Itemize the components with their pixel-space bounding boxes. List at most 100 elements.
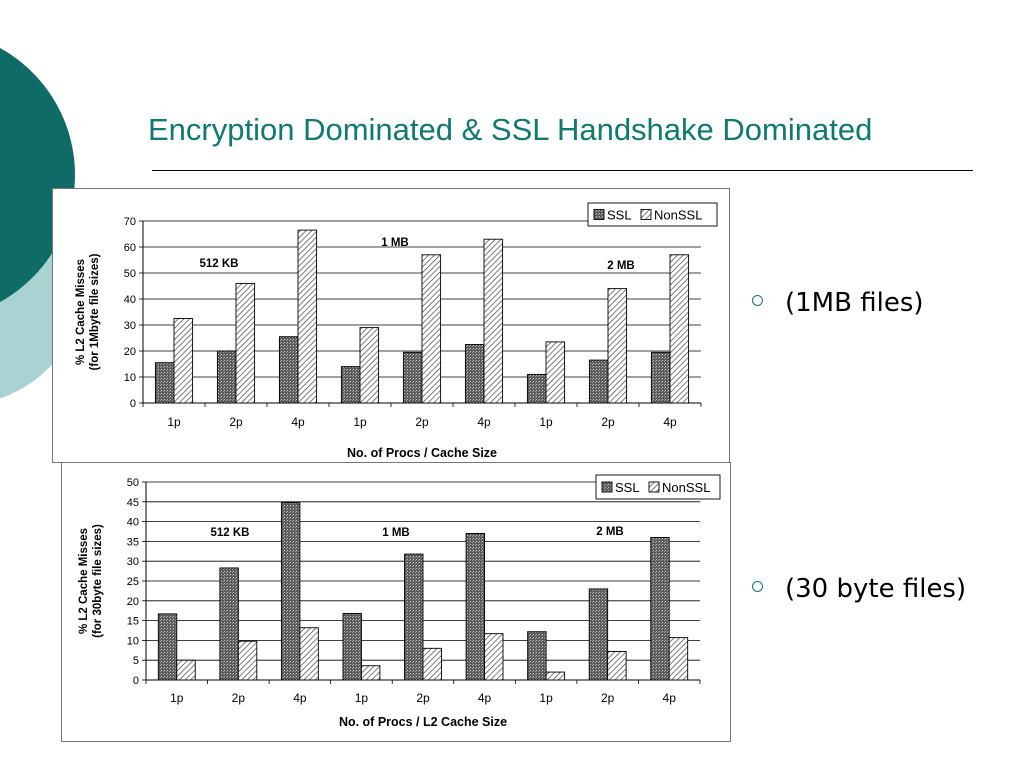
ssl-bar: [526, 373, 547, 404]
bullet-30byte-files: (30 byte files): [752, 574, 966, 604]
slide-title: Encryption Dominated & SSL Handshake Dom…: [148, 112, 873, 147]
group-label: 1 MB: [381, 237, 408, 249]
ssl-bar: [340, 366, 361, 404]
y-tick-label: 0: [133, 675, 139, 687]
x-category-label: 1p: [355, 691, 369, 705]
group-label: 512 KB: [211, 527, 250, 539]
x-category-label: 2p: [232, 691, 246, 705]
nonssl-bar: [607, 651, 627, 681]
nonssl-bar: [421, 254, 442, 404]
x-category-label: 4p: [293, 691, 307, 705]
nonssl-bar: [235, 282, 256, 404]
nonssl-bar: [668, 637, 689, 681]
x-category-label: 2p: [415, 415, 429, 429]
ssl-bar: [154, 362, 175, 404]
legend-box: [587, 202, 718, 227]
x-category-label: 2p: [416, 691, 430, 705]
x-category-label: 1p: [539, 415, 553, 429]
legend-label-ssl: SSL: [615, 480, 640, 495]
y-tick-label: 30: [124, 320, 136, 332]
y-axis-title: % L2 Cache Misses: [75, 259, 87, 365]
ssl-bar: [464, 344, 485, 404]
ssl-bar: [404, 553, 424, 681]
nonssl-bar: [173, 318, 194, 404]
bullet-text: (1MB files): [785, 288, 924, 318]
legend-label-nonssl: NonSSL: [654, 208, 702, 223]
y-tick-label: 40: [124, 294, 136, 306]
y-tick-label: 50: [127, 477, 139, 489]
nonssl-bar: [237, 640, 258, 681]
x-axis-title: No. of Procs / L2 Cache Size: [339, 715, 507, 729]
y-tick-label: 5: [133, 655, 139, 667]
nonssl-bar: [669, 254, 690, 404]
nonssl-bar: [422, 647, 442, 681]
group-label: 2 MB: [596, 526, 623, 538]
group-label: 1 MB: [382, 527, 409, 539]
y-tick-label: 20: [127, 596, 139, 608]
chart-1mb-files: 0 10 20 30 40 50 60 70 1p 2p 4p 1p 2p 4p 1p 2p 4p 512 KB 1…: [52, 188, 730, 463]
nonssl-bar: [176, 659, 196, 681]
y-tick-label: 45: [127, 497, 139, 509]
x-category-label: 1p: [167, 415, 181, 429]
y-tick-label: 10: [124, 372, 136, 384]
circle-bullet-icon: [752, 581, 763, 592]
ssl-bar: [465, 533, 486, 681]
y-axis-title: % L2 Cache Misses: [78, 528, 90, 634]
ssl-bar: [219, 567, 239, 681]
chart-30byte-svg: 0 5 10 15 20 25 30 35 40 45 50 1p 2p 4p 1p 2p 4p 1p 2p 4p 51…: [78, 474, 721, 729]
y-tick-label: 30: [127, 556, 139, 568]
legend-swatch-ssl: [601, 481, 613, 493]
x-category-label: 2p: [601, 691, 615, 705]
y-tick-label: 35: [127, 536, 139, 548]
x-axis-title: No. of Procs / Cache Size: [347, 446, 497, 460]
ssl-bar: [588, 359, 609, 404]
y-tick-label: 50: [124, 268, 136, 280]
legend-label-nonssl: NonSSL: [662, 480, 710, 495]
nonssl-bar: [360, 665, 381, 681]
x-category-label: 1p: [353, 415, 367, 429]
nonssl-bar: [483, 238, 504, 404]
x-category-label: 1p: [170, 691, 184, 705]
ssl-bar: [278, 336, 299, 404]
nonssl-bar: [545, 341, 566, 404]
y-tick-label: 40: [127, 517, 139, 529]
y-tick-label: 20: [124, 346, 136, 358]
ssl-bar: [157, 613, 178, 681]
ssl-bar: [588, 588, 609, 681]
bullet-text: (30 byte files): [785, 574, 967, 604]
nonssl-bar: [297, 229, 318, 404]
x-category-label: 4p: [663, 415, 677, 429]
bullet-1mb-files: (1MB files): [752, 288, 924, 318]
legend-label-ssl: SSL: [607, 208, 632, 223]
circle-bullet-icon: [752, 295, 763, 306]
ssl-bar: [216, 350, 237, 404]
x-category-label: 4p: [478, 691, 492, 705]
nonssl-bar: [607, 288, 628, 404]
x-category-label: 2p: [229, 415, 243, 429]
x-category-label: 1p: [539, 691, 553, 705]
ssl-bar: [342, 613, 362, 681]
legend-swatch-nonssl: [648, 481, 660, 493]
ssl-bar: [402, 351, 423, 404]
y-axis-title: (for 30byte file sizes): [92, 524, 104, 638]
ssl-bar: [650, 536, 670, 681]
chart-1mb-svg: 0 10 20 30 40 50 60 70 1p 2p 4p 1p 2p 4p 1p 2p 4p 512 KB 1…: [75, 202, 718, 460]
x-category-label: 4p: [291, 415, 305, 429]
ssl-bar: [280, 502, 301, 681]
x-category-label: 2p: [601, 415, 615, 429]
nonssl-bar: [484, 633, 504, 681]
y-tick-label: 0: [130, 398, 136, 410]
ssl-bar: [650, 351, 671, 404]
y-axis-title: (for 1Mbyte file sizes): [89, 253, 101, 370]
legend-swatch-ssl: [593, 209, 605, 220]
nonssl-bar: [359, 327, 380, 404]
y-tick-label: 25: [127, 576, 139, 588]
y-tick-label: 60: [124, 242, 136, 254]
y-tick-label: 10: [127, 635, 139, 647]
x-category-label: 4p: [663, 691, 677, 705]
group-label: 2 MB: [607, 260, 634, 272]
group-label: 512 KB: [200, 258, 239, 270]
title-divider: [152, 170, 973, 171]
y-tick-label: 70: [124, 216, 136, 228]
legend-swatch-nonssl: [640, 209, 652, 220]
